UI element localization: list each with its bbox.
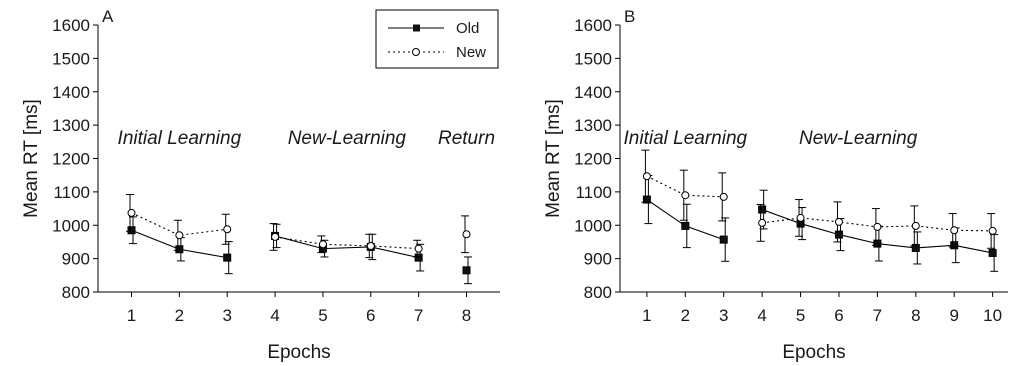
data-point bbox=[911, 243, 920, 252]
phase-label: New-Learning bbox=[288, 128, 407, 149]
series-line bbox=[646, 199, 724, 241]
data-point bbox=[223, 253, 232, 262]
x-tick-label: 6 bbox=[366, 306, 375, 325]
data-point bbox=[318, 240, 327, 249]
data-point bbox=[796, 213, 805, 222]
x-axis-label: Epochs bbox=[267, 342, 330, 363]
data-point bbox=[873, 222, 882, 231]
data-point bbox=[223, 225, 232, 234]
y-tick-label: 1000 bbox=[52, 216, 90, 235]
data-point bbox=[834, 230, 843, 239]
y-tick-label: 1600 bbox=[52, 16, 90, 35]
data-point bbox=[414, 244, 423, 253]
series-new bbox=[126, 194, 471, 259]
x-axis-label: Epochs bbox=[782, 342, 845, 363]
data-point bbox=[462, 230, 471, 239]
x-tick-label: 3 bbox=[222, 306, 231, 325]
y-tick-label: 1600 bbox=[574, 16, 612, 35]
x-tick-label: 7 bbox=[873, 306, 882, 325]
y-tick-label: 1500 bbox=[52, 49, 90, 68]
series-line bbox=[274, 235, 419, 259]
chart-panel-b: 800 900 1000 1100 1200 1300 1400 1500 1600 1 2 3 4 5 6… bbox=[543, 7, 1008, 363]
data-point bbox=[988, 248, 997, 257]
data-point bbox=[271, 232, 280, 241]
x-tick-label: 1 bbox=[642, 306, 651, 325]
data-point bbox=[366, 241, 375, 250]
y-tick-label: 1500 bbox=[574, 49, 612, 68]
x-tick-label: 4 bbox=[270, 306, 279, 325]
y-tick-label: 800 bbox=[584, 283, 612, 302]
series-new bbox=[641, 149, 997, 249]
x-tick-label: 5 bbox=[796, 306, 805, 325]
data-point bbox=[873, 239, 882, 248]
x-tick-label: 4 bbox=[757, 306, 766, 325]
data-point bbox=[758, 205, 767, 214]
x-tick-label: 1 bbox=[127, 306, 136, 325]
data-point bbox=[681, 191, 690, 200]
data-point bbox=[988, 226, 997, 235]
data-point bbox=[681, 221, 690, 230]
y-tick-label: 800 bbox=[62, 283, 90, 302]
legend-label: New bbox=[456, 44, 486, 61]
phase-label: Initial Learning bbox=[118, 128, 242, 149]
data-point bbox=[950, 241, 959, 250]
x-tick-label: 8 bbox=[462, 306, 471, 325]
x-tick-label: 2 bbox=[175, 306, 184, 325]
legend-marker bbox=[413, 24, 420, 32]
phase-label: New-Learning bbox=[799, 128, 918, 149]
x-tick-label: 8 bbox=[911, 306, 920, 325]
y-tick-label: 1100 bbox=[53, 183, 90, 202]
data-point bbox=[642, 172, 651, 181]
x-tick-label: 9 bbox=[949, 306, 958, 325]
phase-label: Return bbox=[438, 128, 495, 149]
y-tick-label: 1200 bbox=[52, 150, 90, 169]
data-point bbox=[911, 221, 920, 230]
phase-label: Initial Learning bbox=[624, 128, 748, 149]
series-line bbox=[274, 236, 419, 250]
data-point bbox=[642, 195, 651, 204]
panel-label: A bbox=[102, 7, 114, 26]
data-point bbox=[127, 208, 136, 217]
data-point bbox=[127, 226, 136, 235]
legend-label: Old bbox=[456, 20, 479, 37]
data-point bbox=[950, 226, 959, 235]
x-tick-label: 10 bbox=[983, 306, 1002, 325]
x-tick-label: 6 bbox=[834, 306, 843, 325]
legend-box bbox=[375, 9, 499, 69]
y-tick-label: 1000 bbox=[574, 216, 612, 235]
y-tick-label: 1200 bbox=[574, 150, 612, 169]
data-point bbox=[834, 217, 843, 226]
data-point bbox=[175, 231, 184, 240]
y-tick-label: 1300 bbox=[574, 116, 612, 135]
legend: Old New bbox=[375, 9, 499, 69]
y-tick-label: 900 bbox=[584, 250, 612, 269]
data-point bbox=[462, 266, 471, 275]
data-point bbox=[758, 218, 767, 227]
data-point bbox=[414, 253, 423, 262]
x-tick-label: 2 bbox=[681, 306, 690, 325]
y-tick-label: 1100 bbox=[575, 183, 612, 202]
y-axis-label: Mean RT [ms] bbox=[543, 99, 564, 218]
series-old bbox=[642, 175, 999, 272]
x-tick-label: 7 bbox=[414, 306, 423, 325]
panel-label: B bbox=[624, 7, 635, 26]
x-tick-label: 3 bbox=[719, 306, 728, 325]
y-tick-label: 1400 bbox=[52, 83, 90, 102]
legend-marker bbox=[412, 48, 420, 56]
chart-panel-a: 800 900 1000 1100 1200 1300 1400 1500 1600 1 2 3 4 5 6… bbox=[21, 7, 500, 363]
y-axis-label: Mean RT [ms] bbox=[21, 99, 42, 218]
data-point bbox=[719, 235, 728, 244]
data-point bbox=[175, 245, 184, 254]
y-tick-label: 1400 bbox=[574, 83, 612, 102]
data-point bbox=[719, 192, 728, 201]
y-tick-label: 1300 bbox=[52, 116, 90, 135]
y-tick-label: 900 bbox=[62, 250, 90, 269]
x-tick-label: 5 bbox=[318, 306, 327, 325]
